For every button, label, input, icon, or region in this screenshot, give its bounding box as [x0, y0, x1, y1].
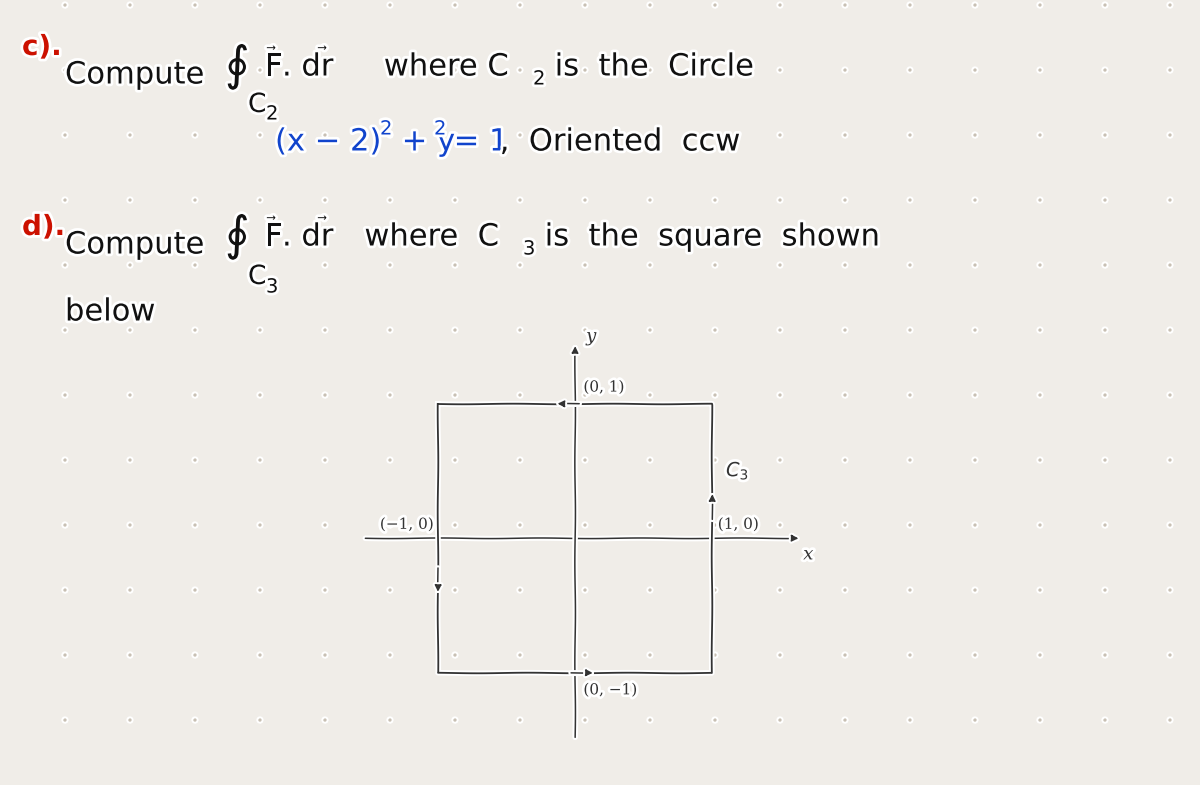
- Text: Compute: Compute: [65, 60, 214, 89]
- Text: ∮: ∮: [226, 44, 250, 89]
- Text: (0, −1): (0, −1): [583, 684, 637, 697]
- Text: is  the  square  shown: is the square shown: [535, 222, 880, 251]
- Text: x: x: [803, 546, 814, 564]
- Text: (x − 2): (x − 2): [275, 127, 382, 156]
- Text: 2: 2: [266, 104, 278, 123]
- Text: (1, 0): (1, 0): [718, 518, 760, 531]
- Text: 2: 2: [434, 119, 446, 138]
- Text: C: C: [248, 92, 266, 118]
- Text: ,  Oriented  ccw: , Oriented ccw: [490, 127, 740, 156]
- Text: where  C: where C: [346, 222, 499, 251]
- Text: is  the  Circle: is the Circle: [545, 53, 754, 82]
- Text: 2: 2: [533, 70, 545, 89]
- Text: F: F: [265, 222, 282, 251]
- Text: below: below: [65, 298, 155, 327]
- Text: ∮: ∮: [226, 214, 250, 260]
- Text: where C: where C: [346, 53, 509, 82]
- Text: c).: c).: [22, 33, 62, 61]
- Text: = 1: = 1: [444, 127, 509, 156]
- Text: 3: 3: [523, 239, 535, 258]
- Text: . dr: . dr: [282, 222, 334, 251]
- Text: 2: 2: [380, 119, 392, 138]
- Text: d).: d).: [22, 213, 65, 241]
- Text: . dr: . dr: [282, 53, 334, 82]
- Text: y: y: [586, 327, 596, 345]
- Text: $C_3$: $C_3$: [726, 460, 749, 482]
- Text: C: C: [248, 264, 266, 290]
- Text: (−1, 0): (−1, 0): [380, 518, 434, 531]
- Text: + y: + y: [392, 127, 455, 156]
- Text: 3: 3: [266, 278, 278, 297]
- Text: F: F: [265, 53, 282, 82]
- Text: (0, 1): (0, 1): [583, 381, 625, 395]
- Text: Compute: Compute: [65, 231, 214, 260]
